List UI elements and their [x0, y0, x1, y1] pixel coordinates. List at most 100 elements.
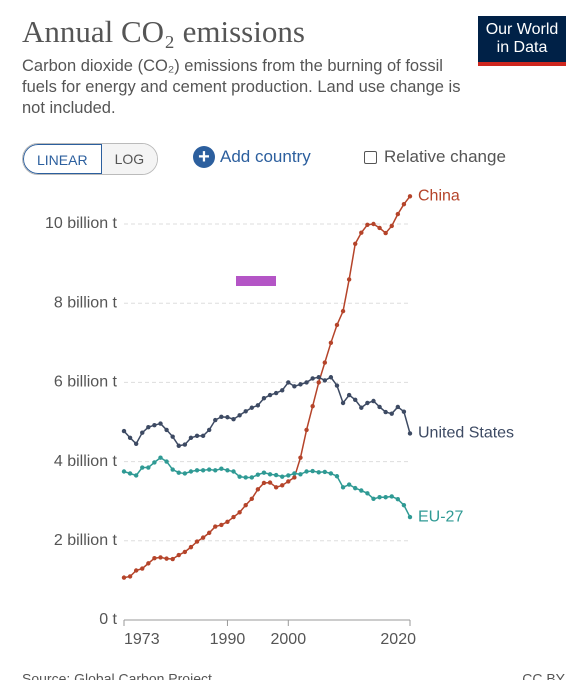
point: [298, 472, 303, 477]
point: [255, 403, 261, 408]
point: [298, 382, 303, 387]
point: [182, 471, 188, 476]
point: [304, 469, 309, 474]
relative-change-label: Relative change: [384, 147, 506, 166]
point: [243, 502, 248, 508]
add-country-label: Add country: [220, 147, 311, 166]
point: [286, 479, 291, 484]
point: [310, 403, 315, 409]
point: [371, 221, 376, 227]
point: [206, 530, 212, 536]
point: [365, 400, 370, 406]
point: [371, 398, 376, 404]
point: [328, 375, 334, 380]
x-tick-label: 2020: [380, 631, 416, 648]
point: [365, 222, 370, 227]
point: [243, 409, 248, 414]
add-country-button[interactable]: + Add country: [193, 146, 311, 168]
y-tick-label: 6 billion t: [54, 374, 118, 391]
point: [322, 378, 328, 383]
x-tick-label: 2000: [271, 631, 307, 648]
scale-toggle: LINEAR LOG: [22, 143, 159, 175]
point: [280, 474, 285, 479]
point: [213, 468, 218, 473]
point: [407, 431, 413, 436]
point: [340, 308, 346, 314]
x-tick-label: 1990: [210, 631, 246, 648]
point: [346, 482, 352, 487]
y-tick-label: 8 billion t: [54, 294, 118, 311]
point: [231, 417, 236, 422]
point: [152, 460, 157, 465]
point: [383, 230, 388, 236]
y-tick-label: 10 billion t: [45, 215, 118, 232]
relative-change-checkbox[interactable]: Relative change: [364, 147, 506, 167]
point: [237, 474, 242, 479]
point: [213, 524, 218, 529]
point: [340, 485, 346, 490]
point: [188, 435, 194, 441]
point: [127, 574, 133, 579]
series-line: [123, 195, 411, 579]
point: [383, 409, 388, 415]
chart-subtitle: Carbon dioxide (CO₂) emissions from the …: [22, 57, 461, 117]
point: [188, 544, 194, 550]
log-button[interactable]: LOG: [101, 144, 158, 174]
point: [353, 241, 358, 246]
point: [273, 485, 279, 490]
point: [389, 494, 394, 499]
point: [340, 400, 346, 406]
point: [237, 510, 242, 515]
point: [286, 473, 291, 478]
point: [371, 496, 376, 502]
point: [328, 340, 334, 345]
source: Source: Global Carbon Project: [22, 671, 212, 680]
logo[interactable]: Our World in Data: [478, 16, 566, 66]
point: [359, 405, 364, 410]
point: [395, 497, 401, 502]
point: [176, 470, 181, 475]
point: [395, 404, 401, 410]
point: [152, 556, 157, 561]
point: [121, 469, 127, 474]
chart-title: Annual CO₂ emissions: [22, 14, 305, 49]
series-label: EU-27: [418, 508, 463, 525]
series-line: [123, 456, 411, 518]
plus-icon: +: [193, 146, 215, 168]
point: [146, 465, 151, 470]
y-tick-label: 4 billion t: [54, 453, 118, 470]
point: [176, 443, 181, 448]
point: [353, 485, 358, 491]
point: [304, 380, 309, 385]
point: [164, 427, 169, 433]
point: [267, 392, 273, 398]
point: [237, 413, 242, 418]
point: [255, 487, 261, 492]
point: [121, 575, 127, 580]
point: [194, 539, 200, 544]
point: [127, 435, 133, 441]
point: [407, 514, 413, 520]
point: [140, 566, 145, 571]
point: [225, 519, 230, 524]
point: [273, 472, 279, 478]
point: [194, 468, 200, 473]
point: [401, 409, 407, 414]
point: [286, 380, 291, 385]
point: [127, 471, 133, 476]
point: [377, 225, 382, 231]
point: [188, 469, 194, 474]
x-tick-label: 1973: [124, 631, 160, 648]
point: [353, 397, 358, 403]
highlight-marker: [236, 276, 276, 286]
point: [133, 568, 139, 573]
point: [200, 535, 206, 540]
linear-button[interactable]: LINEAR: [23, 144, 102, 174]
series-label: United States: [418, 425, 514, 442]
point: [292, 384, 297, 389]
point: [249, 405, 254, 410]
y-tick-label: 2 billion t: [54, 532, 118, 549]
series-line: [123, 376, 411, 447]
